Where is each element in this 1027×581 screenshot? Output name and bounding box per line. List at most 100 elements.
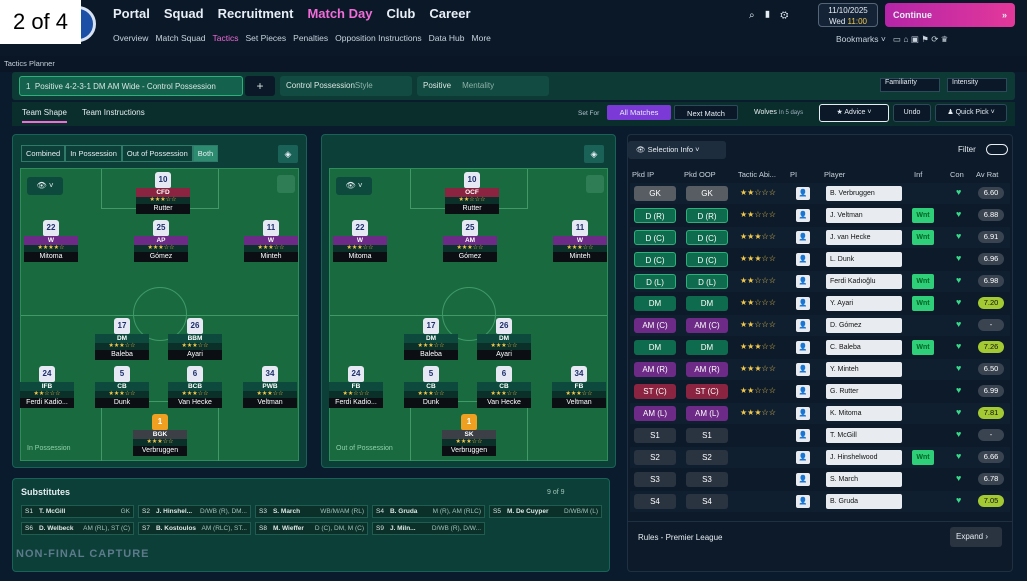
bookmarks[interactable]: Bookmarks ˅ ▭ ⌂ ▣ ⚑ ⟳ ♛	[836, 34, 949, 44]
player-card[interactable]: 10 CFD ★★★☆☆ Rutter	[136, 172, 190, 214]
nav-recruitment[interactable]: Recruitment	[217, 6, 294, 21]
familiarity-meter[interactable]: Familiarity	[880, 78, 940, 92]
col-pkd-oop[interactable]: Pkd OOP	[684, 170, 716, 179]
expand-icon[interactable]	[277, 175, 295, 193]
person-icon[interactable]: 👤	[796, 407, 810, 420]
player-card[interactable]: 11 W ★★★☆☆ Minteh	[553, 220, 607, 262]
player-card[interactable]: 1 SK ★★★☆☆ Verbruggen	[442, 414, 496, 456]
tab-team-instructions[interactable]: Team Instructions	[82, 108, 145, 117]
tab-team-shape[interactable]: Team Shape	[22, 108, 67, 123]
col-con[interactable]: Con	[950, 170, 964, 179]
toolbar-icons[interactable]: ⌕▮⚙	[749, 10, 798, 21]
oop-position[interactable]: S2	[686, 450, 728, 465]
player-card[interactable]: 25 AP ★★★☆☆ Gómez	[134, 220, 188, 262]
player-select[interactable]: J. van Hecke	[826, 230, 902, 245]
phase-out-of-possession[interactable]: Out of Possession	[121, 145, 193, 162]
phase-both[interactable]: Both	[192, 145, 219, 162]
expand-button[interactable]: Expand ›	[950, 527, 1002, 547]
table-row[interactable]: AM (R) AM (R) ★★★☆☆ 👤 Y. Minteh ♥ 6.50	[630, 359, 1010, 380]
table-row[interactable]: S2 S2 👤 J. Hinshelwood ♥ 6.66 Wnt	[630, 447, 1010, 468]
table-row[interactable]: D (R) D (R) ★★☆☆☆ 👤 J. Veltman ♥ 6.88 Wnt	[630, 205, 1010, 226]
player-select[interactable]: S. March	[826, 472, 902, 487]
table-row[interactable]: AM (C) AM (C) ★★☆☆☆ 👤 D. Gómez ♥ -	[630, 315, 1010, 336]
player-card[interactable]: 5 CB ★★★☆☆ Dunk	[95, 366, 149, 408]
ip-position[interactable]: GK	[634, 186, 676, 201]
mentality-dropdown[interactable]: Positive Mentality	[417, 76, 549, 96]
sub-card[interactable]: S4 B. Gruda M (R), AM (RLC)	[372, 505, 485, 518]
player-card[interactable]: 34 FB ★★★☆☆ Veltman	[552, 366, 606, 408]
ip-position[interactable]: S4	[634, 494, 676, 509]
subnav-set-pieces[interactable]: Set Pieces	[245, 33, 287, 43]
ip-position[interactable]: D (R)	[634, 208, 676, 223]
advice-button[interactable]: ★ Advice ˅	[819, 104, 889, 122]
oop-position[interactable]: D (C)	[686, 252, 728, 267]
view-toggle-icon[interactable]: 👁 ˅	[27, 177, 63, 195]
player-select[interactable]: D. Gómez	[826, 318, 902, 333]
player-card[interactable]: 24 IFB ★★☆☆☆ Ferdi Kadio...	[20, 366, 74, 408]
ip-position[interactable]: AM (C)	[634, 318, 676, 333]
player-select[interactable]: Ferdi Kadıoğlu	[826, 274, 902, 289]
ip-position[interactable]: D (C)	[634, 230, 676, 245]
person-icon[interactable]: 👤	[796, 385, 810, 398]
player-select[interactable]: Y. Minteh	[826, 362, 902, 377]
player-card[interactable]: 10 OCF ★★☆☆☆ Rutter	[445, 172, 499, 214]
sub-card[interactable]: S2 J. Hinshel... D/WB (R), DM...	[138, 505, 251, 518]
sub-card[interactable]: S1 T. McGill GK	[21, 505, 134, 518]
oop-position[interactable]: AM (L)	[686, 406, 728, 421]
ip-position[interactable]: S3	[634, 472, 676, 487]
player-card[interactable]: 6 BCB ★★★☆☆ Van Hecke	[168, 366, 222, 408]
player-card[interactable]: 26 BBM ★★★☆☆ Ayari	[168, 318, 222, 360]
phase-combined[interactable]: Combined	[21, 145, 66, 162]
ip-position[interactable]: ST (C)	[634, 384, 676, 399]
person-icon[interactable]: 👤	[796, 253, 810, 266]
person-icon[interactable]: 👤	[796, 209, 810, 222]
person-icon[interactable]: 👤	[796, 275, 810, 288]
col-av-rat[interactable]: Av Rat	[976, 170, 999, 179]
table-row[interactable]: GK GK ★★☆☆☆ 👤 B. Verbruggen ♥ 6.60	[630, 183, 1010, 204]
person-icon[interactable]: 👤	[796, 187, 810, 200]
player-select[interactable]: G. Rutter	[826, 384, 902, 399]
subnav-penalties[interactable]: Penalties	[293, 33, 329, 43]
col-tactic-ability[interactable]: Tactic Abi...	[738, 170, 776, 179]
person-icon[interactable]: 👤	[796, 363, 810, 376]
person-icon[interactable]: 👤	[796, 297, 810, 310]
nav-club[interactable]: Club	[386, 6, 416, 21]
player-select[interactable]: J. Hinshelwood	[826, 450, 902, 465]
person-icon[interactable]: 👤	[796, 341, 810, 354]
nav-match-day[interactable]: Match Day	[307, 6, 373, 21]
pitch-options-icon[interactable]: ◈	[278, 145, 298, 163]
nav-portal[interactable]: Portal	[113, 6, 150, 21]
table-row[interactable]: S3 S3 👤 S. March ♥ 6.78	[630, 469, 1010, 490]
player-card[interactable]: 5 CB ★★★☆☆ Dunk	[404, 366, 458, 408]
continue-button[interactable]: Continue »	[885, 3, 1015, 27]
table-row[interactable]: S4 S4 👤 B. Gruda ♥ 7.05	[630, 491, 1010, 512]
person-icon[interactable]: 👤	[796, 451, 810, 464]
next-match-button[interactable]: Next Match	[674, 105, 738, 120]
style-dropdown[interactable]: Control PossessionStyle	[280, 76, 412, 96]
ip-position[interactable]: D (C)	[634, 252, 676, 267]
table-row[interactable]: ST (C) ST (C) ★★☆☆☆ 👤 G. Rutter ♥ 6.99	[630, 381, 1010, 402]
player-select[interactable]: C. Baleba	[826, 340, 902, 355]
phase-in-possession[interactable]: In Possession	[65, 145, 122, 162]
col-player[interactable]: Player	[824, 170, 846, 179]
player-card[interactable]: 17 DM ★★★☆☆ Baleba	[95, 318, 149, 360]
nav-career[interactable]: Career	[429, 6, 471, 21]
ip-position[interactable]: DM	[634, 296, 676, 311]
player-card[interactable]: 34 PWB ★★★☆☆ Veltman	[243, 366, 297, 408]
oop-position[interactable]: D (C)	[686, 230, 728, 245]
nav-squad[interactable]: Squad	[163, 6, 204, 21]
table-row[interactable]: D (C) D (C) ★★★☆☆ 👤 L. Dunk ♥ 6.96	[630, 249, 1010, 270]
subnav-match-squad[interactable]: Match Squad	[155, 33, 206, 43]
col-inf[interactable]: Inf	[914, 170, 923, 179]
player-card[interactable]: 22 W ★★★★☆ Mitoma	[24, 220, 78, 262]
person-icon[interactable]: 👤	[796, 495, 810, 508]
player-select[interactable]: B. Gruda	[826, 494, 902, 509]
oop-position[interactable]: DM	[686, 340, 728, 355]
person-icon[interactable]: 👤	[796, 319, 810, 332]
sub-card[interactable]: S3 S. March WB/M/AM (RL)	[255, 505, 368, 518]
subnav-opposition[interactable]: Opposition Instructions	[335, 33, 422, 43]
table-row[interactable]: D (L) D (L) ★★☆☆☆ 👤 Ferdi Kadıoğlu ♥ 6.98 Wnt	[630, 271, 1010, 292]
undo-button[interactable]: Undo	[893, 104, 931, 122]
add-tactic-button[interactable]: +	[245, 76, 275, 96]
player-select[interactable]: B. Verbruggen	[826, 186, 902, 201]
